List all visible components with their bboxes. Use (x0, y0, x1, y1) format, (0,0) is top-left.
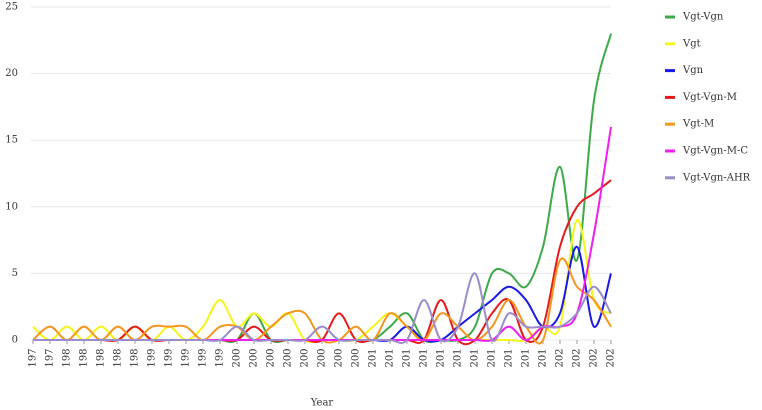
x-tick-label: 201 (504, 348, 515, 367)
legend-label: Vgt (682, 38, 701, 49)
x-tick-label: 197 (28, 348, 39, 367)
x-tick-label: 200 (283, 348, 294, 367)
x-tick-label: 199 (215, 348, 226, 367)
legend-label: Vgt-Vgn-M-C (682, 146, 748, 157)
x-tick-label: 200 (334, 348, 345, 367)
x-tick-label: 200 (249, 348, 260, 367)
x-tick-label: 200 (300, 348, 311, 367)
x-tick-label: 198 (62, 348, 73, 367)
x-tick-label: 201 (385, 348, 396, 367)
line (33, 126, 612, 342)
x-tick-label: 200 (351, 348, 362, 367)
x-tick-label: 200 (232, 348, 243, 367)
x-tick-label: 201 (470, 348, 481, 367)
x-tick-label: 202 (572, 348, 583, 367)
legend-label: Vgn (682, 65, 704, 76)
x-tick-label: 202 (589, 348, 600, 367)
x-tick-label: 200 (317, 348, 328, 367)
legend-label: Vgt-M (682, 119, 714, 130)
legend-label: Vgt-Vgn-AHR (682, 172, 751, 183)
line (33, 179, 612, 346)
x-tick-label: 202 (606, 348, 617, 367)
line (32, 257, 612, 345)
x-tick-label: 201 (521, 348, 532, 367)
x-tick-label: 201 (402, 348, 413, 367)
x-tick-label: 201 (419, 348, 430, 367)
x-tick-label: 201 (453, 348, 464, 367)
x-tick-label: 198 (96, 348, 107, 367)
x-tick-label: 201 (368, 348, 379, 367)
y-tick-label: 25 (5, 2, 18, 13)
x-tick-label: 198 (79, 348, 90, 367)
x-axis-label: Year (310, 398, 334, 409)
y-tick-label: 5 (12, 268, 18, 279)
legend-label: Vgt-Vgn (682, 12, 724, 23)
x-tick-label: 199 (164, 348, 175, 367)
x-tick-label: 200 (266, 348, 277, 367)
x-tick-label: 199 (181, 348, 192, 367)
y-tick-label: 20 (5, 68, 18, 79)
line (33, 272, 612, 344)
x-tick-label: 201 (538, 348, 549, 367)
x-tick-label: 201 (436, 348, 447, 367)
legend-label: Vgt-Vgn-M (682, 92, 737, 103)
y-tick-label: 0 (12, 335, 18, 346)
x-tick-label: 198 (113, 348, 124, 367)
x-tick-label: 201 (487, 348, 498, 367)
line (33, 33, 612, 343)
x-tick-label: 202 (555, 348, 566, 367)
y-tick-label: 15 (5, 135, 18, 146)
x-tick-label: 197 (45, 348, 56, 367)
x-tick-label: 199 (147, 348, 158, 367)
y-tick-label: 10 (5, 201, 18, 212)
x-tick-label: 199 (198, 348, 209, 367)
x-tick-label: 198 (130, 348, 141, 367)
